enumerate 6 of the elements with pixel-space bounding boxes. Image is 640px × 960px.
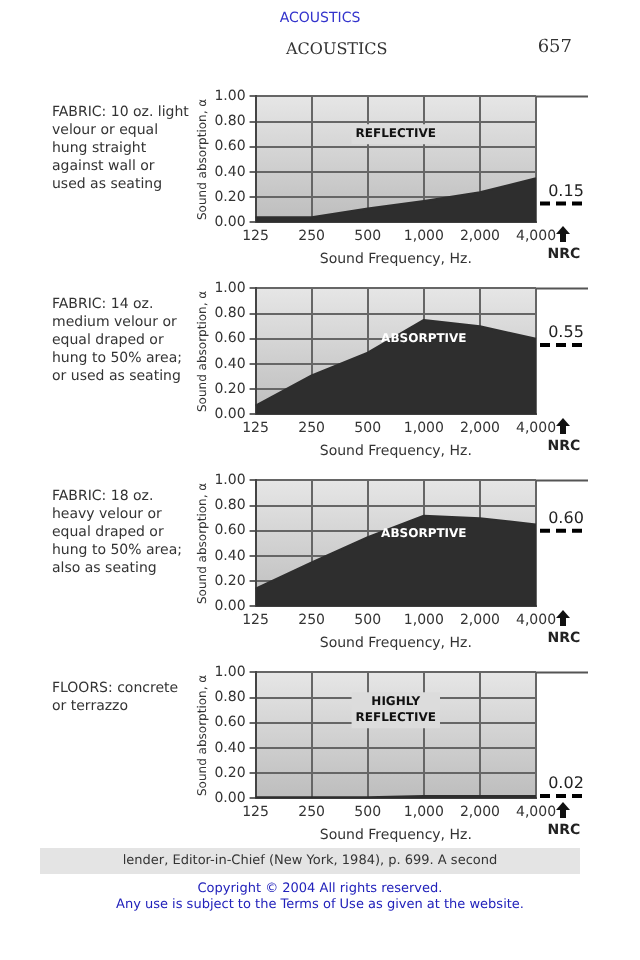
text: 657 xyxy=(537,38,572,58)
ref-line-label: 0.15 xyxy=(548,181,584,200)
ref-line-label: 0.02 xyxy=(548,774,584,793)
text: ACOUSTICS xyxy=(286,40,388,58)
ref-line-label: 0.55 xyxy=(548,323,584,342)
ref-line-label: 0.60 xyxy=(548,508,584,527)
